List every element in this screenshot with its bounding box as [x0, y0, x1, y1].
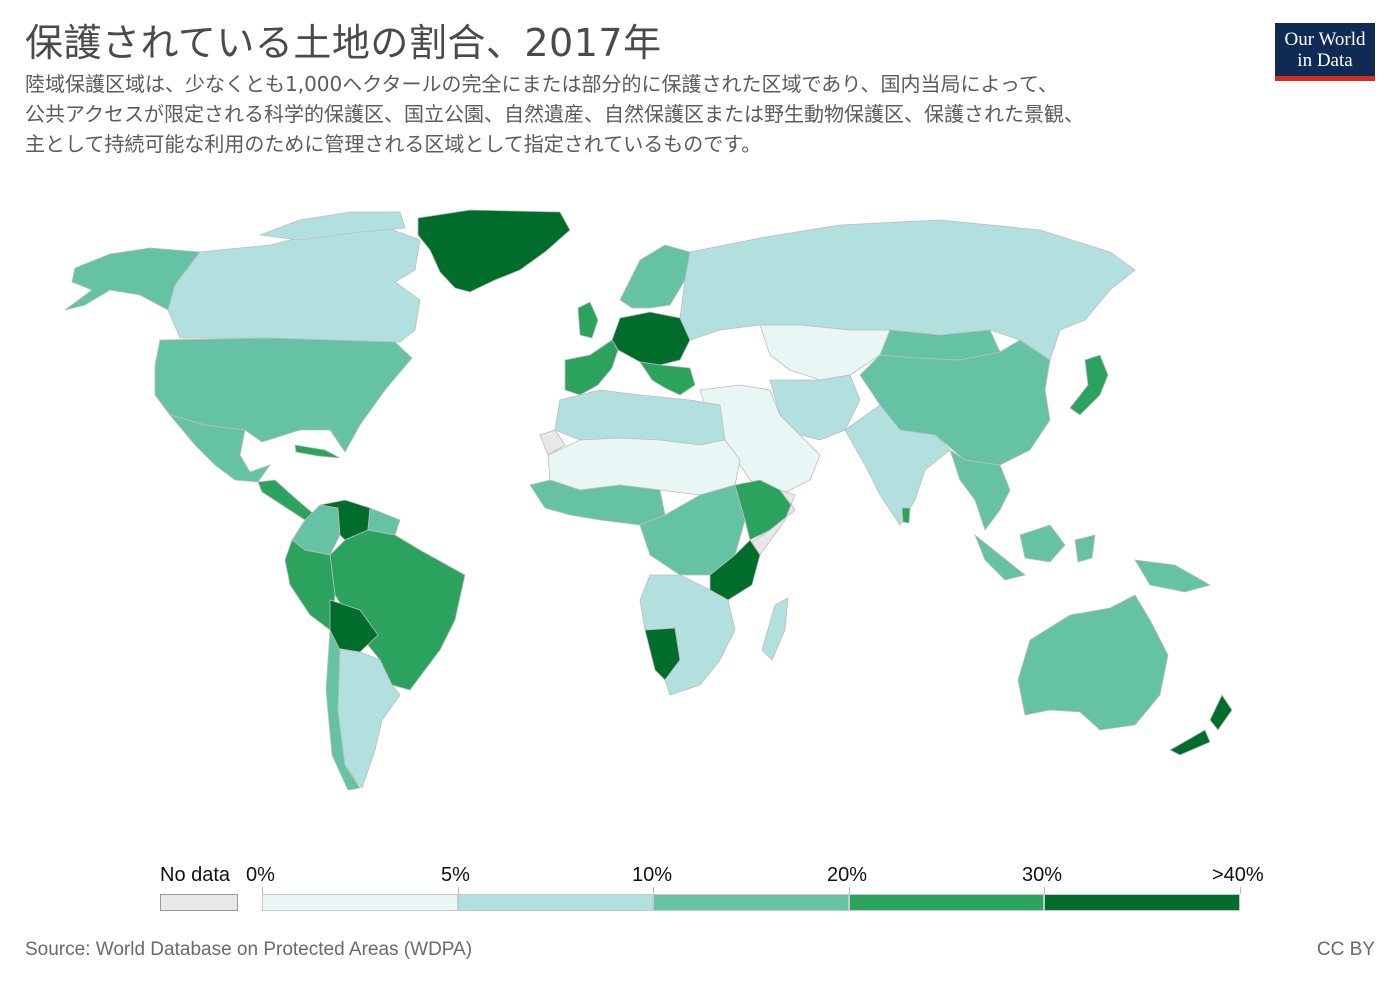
region-western-europe[interactable]	[564, 339, 619, 396]
region-western-sahara[interactable]	[539, 429, 566, 456]
region-usa[interactable]	[154, 337, 413, 453]
legend-tick	[262, 887, 263, 894]
logo-line-1: Our World	[1284, 29, 1366, 50]
legend-swatch-4[interactable]	[1044, 894, 1240, 911]
region-indonesia-east[interactable]	[1074, 534, 1096, 563]
owid-logo[interactable]: Our World in Data	[1275, 23, 1375, 81]
region-australia[interactable]	[1017, 594, 1169, 731]
legend-no-data-label: No data	[160, 864, 231, 886]
subtitle-line: 公共アクセスが限定される科学的保護区、国立公園、自然遺産、自然保護区または野生動…	[25, 102, 1084, 126]
legend-label-3: 20%	[827, 864, 868, 886]
legend-label-0: 0%	[246, 864, 275, 886]
legend-tick	[653, 887, 655, 894]
region-mexico[interactable]	[168, 414, 272, 483]
region-new-zealand[interactable]	[1209, 694, 1233, 731]
region-central-europe[interactable]	[611, 311, 691, 366]
subtitle-line: 陸域保護区域は、少なくとも1,000ヘクタールの完全にまたは部分的に保護された区…	[25, 72, 1058, 96]
world-map[interactable]	[0, 190, 1400, 830]
legend-swatch-1[interactable]	[457, 894, 654, 911]
region-southern-africa[interactable]	[639, 574, 736, 696]
region-sri-lanka[interactable]	[901, 507, 911, 524]
subtitle-line: 主として持続可能な利用のために管理される区域として指定されているものです。	[25, 132, 762, 156]
region-alaska[interactable]	[64, 247, 201, 311]
logo-line-2: in Data	[1297, 50, 1353, 71]
region-central-africa[interactable]	[639, 484, 746, 576]
region-japan[interactable]	[1069, 354, 1109, 416]
region-madagascar[interactable]	[761, 597, 789, 661]
map-legend: No data 0% 5% 10% 20% 30% >40%	[0, 855, 1400, 925]
legend-tick	[457, 887, 459, 894]
legend-swatch-0[interactable]	[262, 894, 458, 911]
region-greenland[interactable]	[417, 209, 571, 293]
region-indonesia-borneo[interactable]	[1019, 524, 1066, 563]
region-scandinavia[interactable]	[619, 244, 691, 309]
legend-no-data-swatch[interactable]	[160, 894, 238, 911]
region-argentina[interactable]	[337, 649, 401, 789]
region-central-america[interactable]	[257, 479, 316, 521]
region-new-zealand-south[interactable]	[1169, 729, 1211, 756]
license-link[interactable]: CC BY	[1316, 939, 1375, 960]
legend-label-4: 30%	[1022, 864, 1063, 886]
region-canada[interactable]	[167, 224, 421, 343]
logo-accent-bar	[1275, 76, 1375, 81]
region-sahara[interactable]	[547, 437, 741, 496]
legend-tick	[1240, 887, 1241, 894]
region-uk[interactable]	[577, 301, 599, 339]
chart-title: 保護されている土地の割合、2017年	[25, 21, 662, 65]
legend-swatch-3[interactable]	[848, 894, 1045, 911]
legend-label-2: 10%	[632, 864, 673, 886]
region-indonesia[interactable]	[974, 533, 1026, 581]
region-north-africa[interactable]	[554, 389, 726, 446]
region-caribbean[interactable]	[294, 444, 341, 459]
legend-label-last: >40%	[1212, 864, 1264, 886]
legend-swatch-2[interactable]	[653, 894, 849, 911]
chart-subtitle: 陸域保護区域は、少なくとも1,000ヘクタールの完全にまたは部分的に保護された区…	[25, 69, 1295, 159]
region-southeast-asia[interactable]	[949, 449, 1011, 531]
legend-tick	[848, 887, 850, 894]
region-india[interactable]	[844, 404, 951, 526]
legend-label-1: 5%	[441, 864, 470, 886]
region-italy-balkans[interactable]	[639, 361, 696, 396]
region-kazakhstan[interactable]	[759, 324, 891, 381]
source-note[interactable]: Source: World Database on Protected Area…	[25, 939, 473, 960]
legend-tick	[1044, 887, 1046, 894]
region-new-guinea[interactable]	[1134, 559, 1212, 593]
region-canada-arctic[interactable]	[259, 211, 406, 241]
world-map-svg[interactable]	[0, 190, 1400, 830]
